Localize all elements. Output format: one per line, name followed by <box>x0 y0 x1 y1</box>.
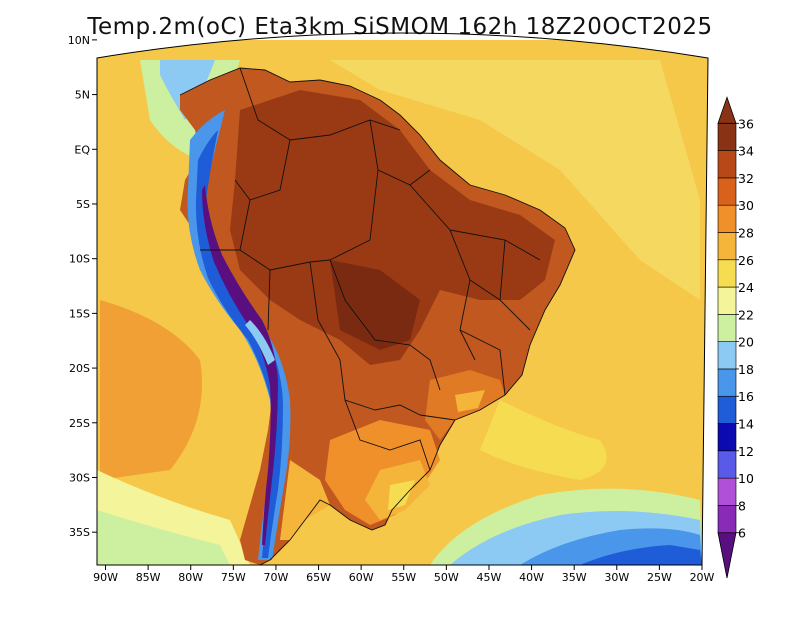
colorbar-label: 14 <box>738 417 754 432</box>
lon-tick-label: 70W <box>264 571 289 584</box>
lon-tick-label: 80W <box>178 571 203 584</box>
colorbar-swatch <box>717 122 737 151</box>
colorbar-swatch <box>717 505 737 534</box>
ocean-warm-north <box>330 60 700 300</box>
lat-tick-label: 10N <box>68 34 90 47</box>
lat-tick-label: 35S <box>69 526 90 539</box>
colorbar-swatch <box>717 286 737 315</box>
map-frame <box>96 32 709 566</box>
andes-cold-belt <box>187 110 291 560</box>
lat-tick-label: EQ <box>74 143 90 156</box>
colorbar-high-arrow <box>717 96 737 124</box>
colorbar-label: 16 <box>738 389 754 404</box>
pacific-cold-zone <box>97 510 230 565</box>
altiplano-zone <box>245 320 275 365</box>
continent-hot-core <box>230 90 555 365</box>
colorbar-label: 34 <box>738 144 754 159</box>
colorbar-label: 22 <box>738 307 754 322</box>
uruguay-cool-spot <box>388 480 415 510</box>
lon-tick-label: 45W <box>477 571 502 584</box>
lat-tick-label: 15S <box>69 307 90 320</box>
colorbar-label: 6 <box>738 526 746 541</box>
atlantic-mid-zone <box>480 400 607 480</box>
colorbar-swatch <box>717 232 737 261</box>
colorbar-label: 26 <box>738 253 754 268</box>
lat-tick-label: 30S <box>69 471 90 484</box>
colorbar-swatch <box>717 423 737 452</box>
colorbar-low-arrow <box>717 532 737 579</box>
country-borders <box>179 67 576 565</box>
lon-tick-label: 20W <box>690 571 715 584</box>
lon-tick-label: 55W <box>391 571 416 584</box>
lat-tick-label: 5N <box>75 89 90 102</box>
colorbar-swatch <box>717 341 737 370</box>
colorbar-label: 8 <box>738 498 746 513</box>
colorbar-swatch <box>717 368 737 397</box>
patagonia-zone <box>280 460 330 540</box>
lon-tick-label: 65W <box>306 571 331 584</box>
colorbar-label: 32 <box>738 171 754 186</box>
longitude-axis: 90W 85W 80W 75W 70W 65W 60W 55W 50W 45W 40W 35W 30W 2… <box>93 565 715 584</box>
colorbar-label: 20 <box>738 335 754 350</box>
lon-tick-label: 35W <box>562 571 587 584</box>
lat-tick-label: 5S <box>76 198 90 211</box>
map-panel <box>97 40 708 565</box>
andes-coldest-peaks <box>202 185 278 545</box>
lon-tick-label: 30W <box>604 571 629 584</box>
lon-tick-label: 75W <box>221 571 246 584</box>
colorbar-swatch <box>717 177 737 206</box>
continent-hottest-zone <box>330 260 420 350</box>
lon-tick-label: 90W <box>93 571 118 584</box>
lat-tick-label: 25S <box>69 417 90 430</box>
map-title: Temp.2m(oC) Eta3km SiSMOM 162h 18Z20OCT2… <box>87 14 713 40</box>
lon-tick-label: 25W <box>647 571 672 584</box>
colorbar: 6 8 10 12 14 16 18 20 22 24 26 28 30 32 34 36 <box>717 96 754 579</box>
colorbar-swatch <box>717 477 737 506</box>
colorbar-swatch <box>717 204 737 233</box>
colorbar-swatch <box>717 150 737 179</box>
colorbar-swatch <box>717 395 737 424</box>
colorbar-label: 30 <box>738 198 754 213</box>
colorbar-label: 18 <box>738 362 754 377</box>
serra-mar-cool <box>455 390 485 412</box>
atlantic-coldest-zone <box>580 545 702 565</box>
lon-tick-label: 40W <box>519 571 544 584</box>
lon-tick-label: 50W <box>434 571 459 584</box>
north-pacific-cold <box>160 60 215 120</box>
colorbar-label: 12 <box>738 444 754 459</box>
pacific-warm-zone <box>100 300 202 480</box>
lon-tick-label: 60W <box>349 571 374 584</box>
colorbar-label: 28 <box>738 225 754 240</box>
lon-tick-label: 85W <box>136 571 161 584</box>
colorbar-swatch <box>717 259 737 288</box>
colorbar-label: 24 <box>738 280 754 295</box>
colorbar-label: 36 <box>738 116 754 131</box>
lat-tick-label: 10S <box>69 253 90 266</box>
colorbar-label: 10 <box>738 471 754 486</box>
colorbar-swatch <box>717 314 737 342</box>
colorbar-swatch <box>717 450 737 479</box>
lat-tick-label: 20S <box>69 362 90 375</box>
latitude-axis: 10N 5N EQ 5S 10S 15S 20S 25S 30S 35S <box>68 34 97 539</box>
